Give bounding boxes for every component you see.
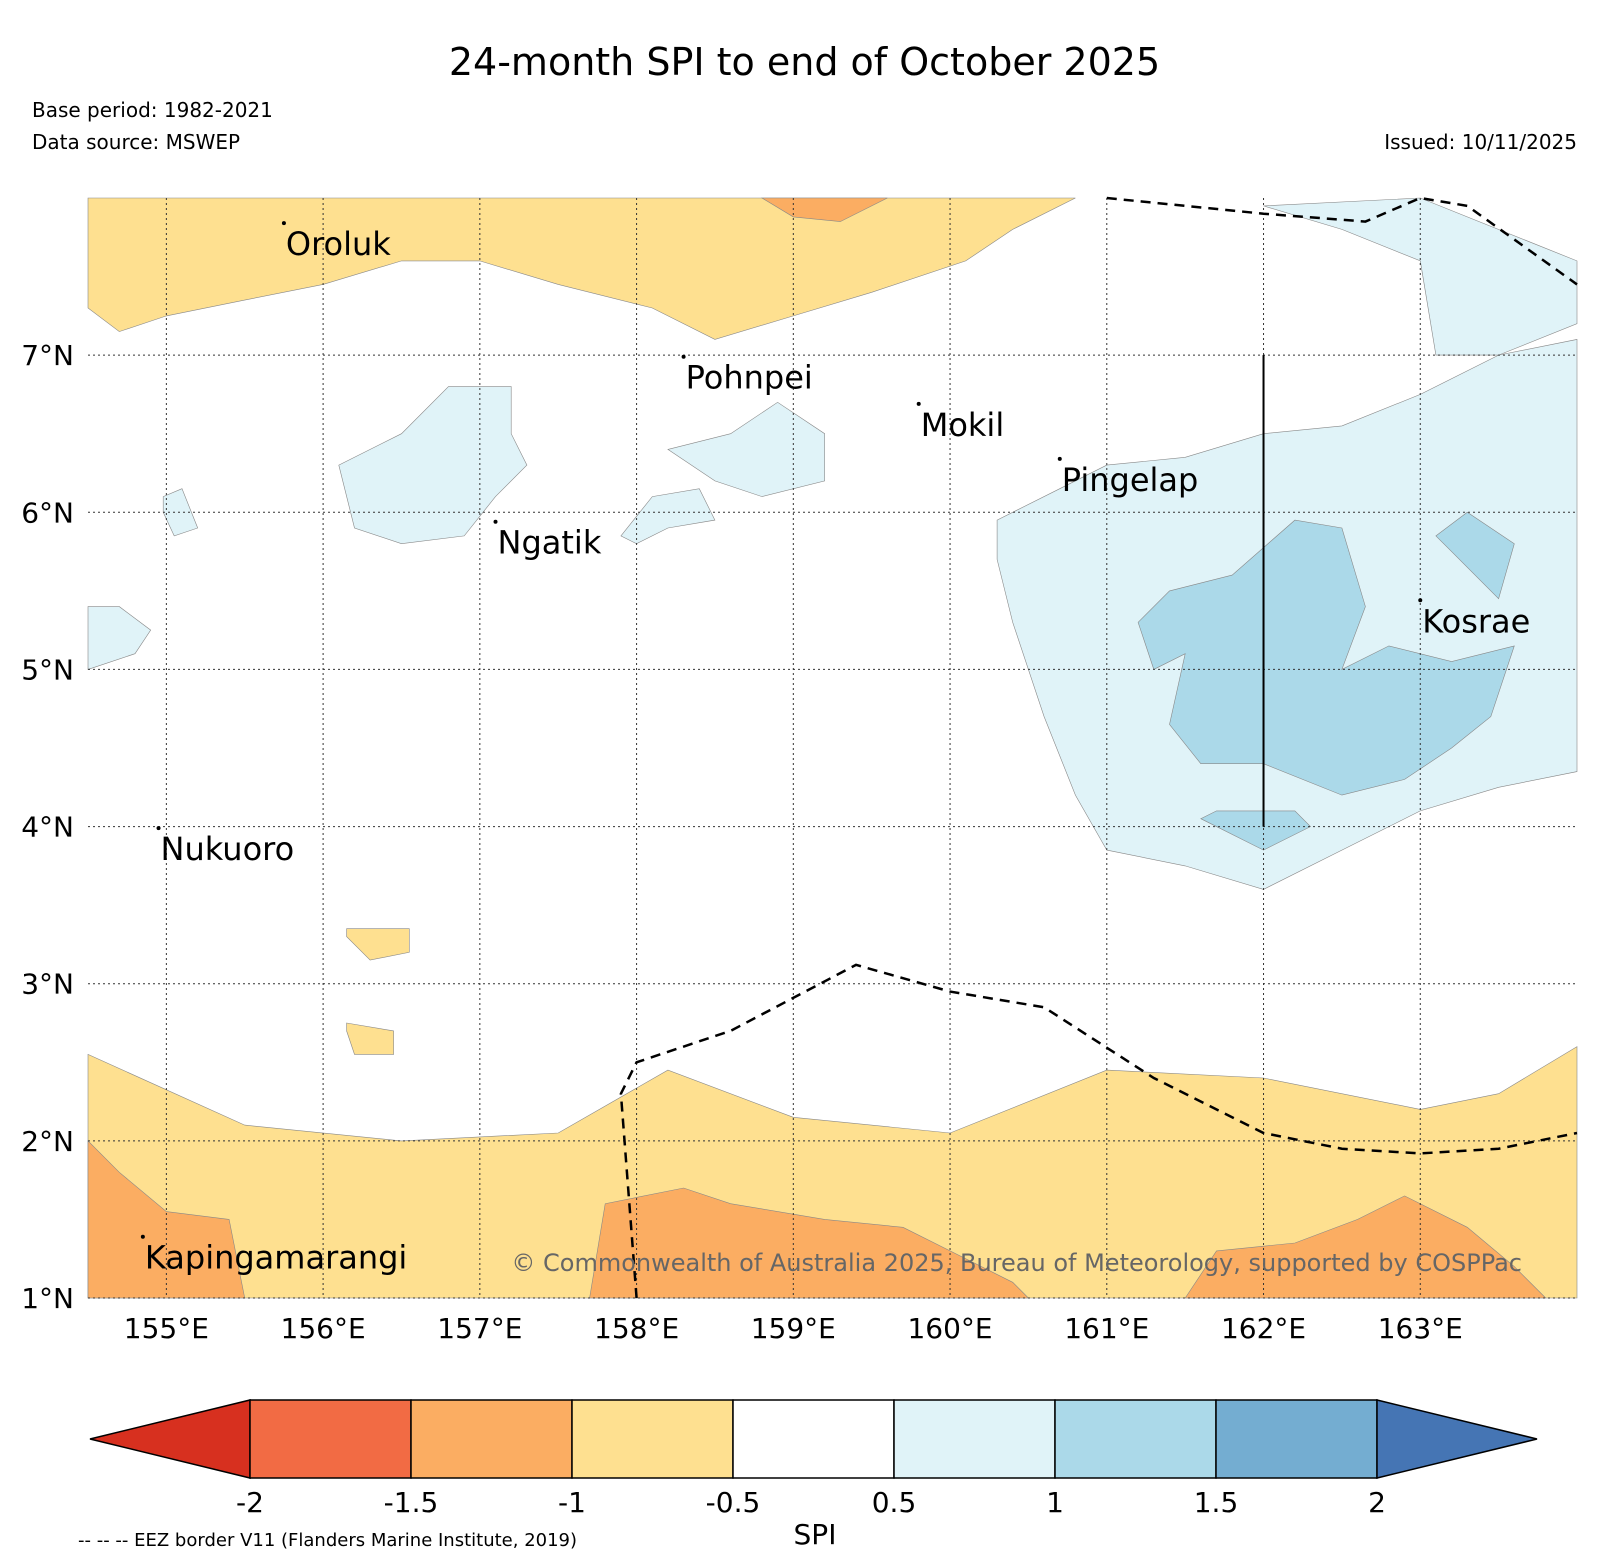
latitude-tick-label: 1°N [21, 1282, 74, 1315]
longitude-tick-label: 160°E [907, 1312, 992, 1345]
longitude-tick-label: 155°E [124, 1312, 209, 1345]
island-marker [493, 519, 498, 524]
spi-region-neg1_neg05 [346, 928, 410, 961]
colorbar-seg-1 [249, 1399, 412, 1479]
colorbar-seg-6 [1054, 1399, 1217, 1479]
place-label: Nukuoro [161, 830, 295, 868]
spi-region-p1_15 [1435, 511, 1515, 600]
place-label: Ngatik [498, 524, 602, 562]
latitude-tick-label: 2°N [21, 1125, 74, 1158]
colorbar-tick: 0.5 [872, 1486, 917, 1519]
eez-north-line [1106, 196, 1578, 286]
place-label: Mokil [921, 406, 1005, 444]
place-label: Pingelap [1062, 461, 1199, 499]
spi-region-p05_1 [162, 488, 199, 537]
colorbar-seg-4 [732, 1399, 895, 1479]
place-label: Pohnpei [686, 359, 813, 397]
spi-region-neg1_neg05 [87, 1046, 1578, 1299]
base-period: Base period: 1982-2021 [32, 98, 273, 122]
island-marker [1057, 456, 1062, 461]
colorbar-tick: 2 [1368, 1486, 1386, 1519]
spi-region-p1_15 [1137, 519, 1515, 796]
longitude-tick-label: 161°E [1064, 1312, 1149, 1345]
colorbar-seg-5 [893, 1399, 1056, 1479]
island-marker [140, 1234, 145, 1239]
longitude-tick-label: 159°E [751, 1312, 836, 1345]
longitude-tick-label: 162°E [1221, 1312, 1306, 1345]
place-label: Kapingamarangi [145, 1239, 407, 1277]
spi-region-p05_1 [87, 606, 152, 670]
axis-labels: 155°E 156°E 157°E 158°E 159°E 160°E 161°E 162°E… [21, 339, 1463, 1345]
copyright-notice: © Commonwealth of Australia 2025, Bureau… [511, 1249, 1522, 1277]
colorbar-tick: -1 [558, 1486, 586, 1519]
longitude-tick-label: 156°E [281, 1312, 366, 1345]
colorbar-tick: -0.5 [706, 1486, 761, 1519]
island-marker [1418, 598, 1423, 603]
colorbar-tick: -2 [236, 1486, 264, 1519]
place-label: Kosrae [1422, 602, 1530, 640]
eez-border [619, 196, 1578, 1299]
island-marker [681, 354, 686, 359]
longitude-tick-label: 157°E [437, 1312, 522, 1345]
colorbar-label: SPI [794, 1518, 837, 1551]
spi-region-neg15_neg1 [1184, 1195, 1547, 1299]
latitude-tick-label: 4°N [21, 811, 74, 844]
island-marker [156, 826, 161, 831]
colorbar-seg-2 [410, 1399, 573, 1479]
longitude-tick-label: 163°E [1378, 1312, 1463, 1345]
data-source: Data source: MSWEP [32, 130, 241, 154]
eez-footnote: -- -- -- EEZ border V11 (Flanders Marine… [78, 1530, 578, 1551]
colorbar-arrow-low [89, 1399, 251, 1479]
place-label: Oroluk [286, 225, 391, 263]
colorbar-tick: 1.5 [1194, 1486, 1239, 1519]
spi-regions [87, 197, 1578, 1299]
place-labels: Oroluk Pohnpei Mokil Pingelap Ngatik Kosrae Nu… [140, 221, 1530, 1277]
colorbar-seg-3 [571, 1399, 734, 1479]
latitude-tick-label: 6°N [21, 496, 74, 529]
spi-region-p05_1 [667, 401, 826, 497]
map-title: 24-month SPI to end of October 2025 [448, 40, 1161, 84]
eez-south-line [619, 963, 1578, 1299]
spi-region-neg1_neg05 [87, 197, 1076, 340]
graticule [88, 198, 1577, 1299]
colorbar-arrow-high [1376, 1399, 1538, 1479]
latitude-tick-label: 3°N [21, 968, 74, 1001]
colorbar-seg-7 [1215, 1399, 1378, 1479]
spi-colorbar: -2 -1.5 -1 -0.5 0.5 1 1.5 2 SPI [89, 1399, 1538, 1551]
latitude-tick-label: 7°N [21, 339, 74, 372]
colorbar-tick: -1.5 [384, 1486, 439, 1519]
island-marker [916, 401, 921, 406]
colorbar-tick: 1 [1046, 1486, 1064, 1519]
issued-date: Issued: 10/11/2025 [1384, 130, 1577, 154]
spi-region-p1_15 [1200, 810, 1312, 851]
island-marker [281, 221, 286, 226]
spi-region-neg1_neg05 [346, 1022, 394, 1055]
spi-region-neg15_neg1 [589, 1187, 1030, 1299]
latitude-tick-label: 5°N [21, 653, 74, 686]
longitude-tick-label: 158°E [594, 1312, 679, 1345]
